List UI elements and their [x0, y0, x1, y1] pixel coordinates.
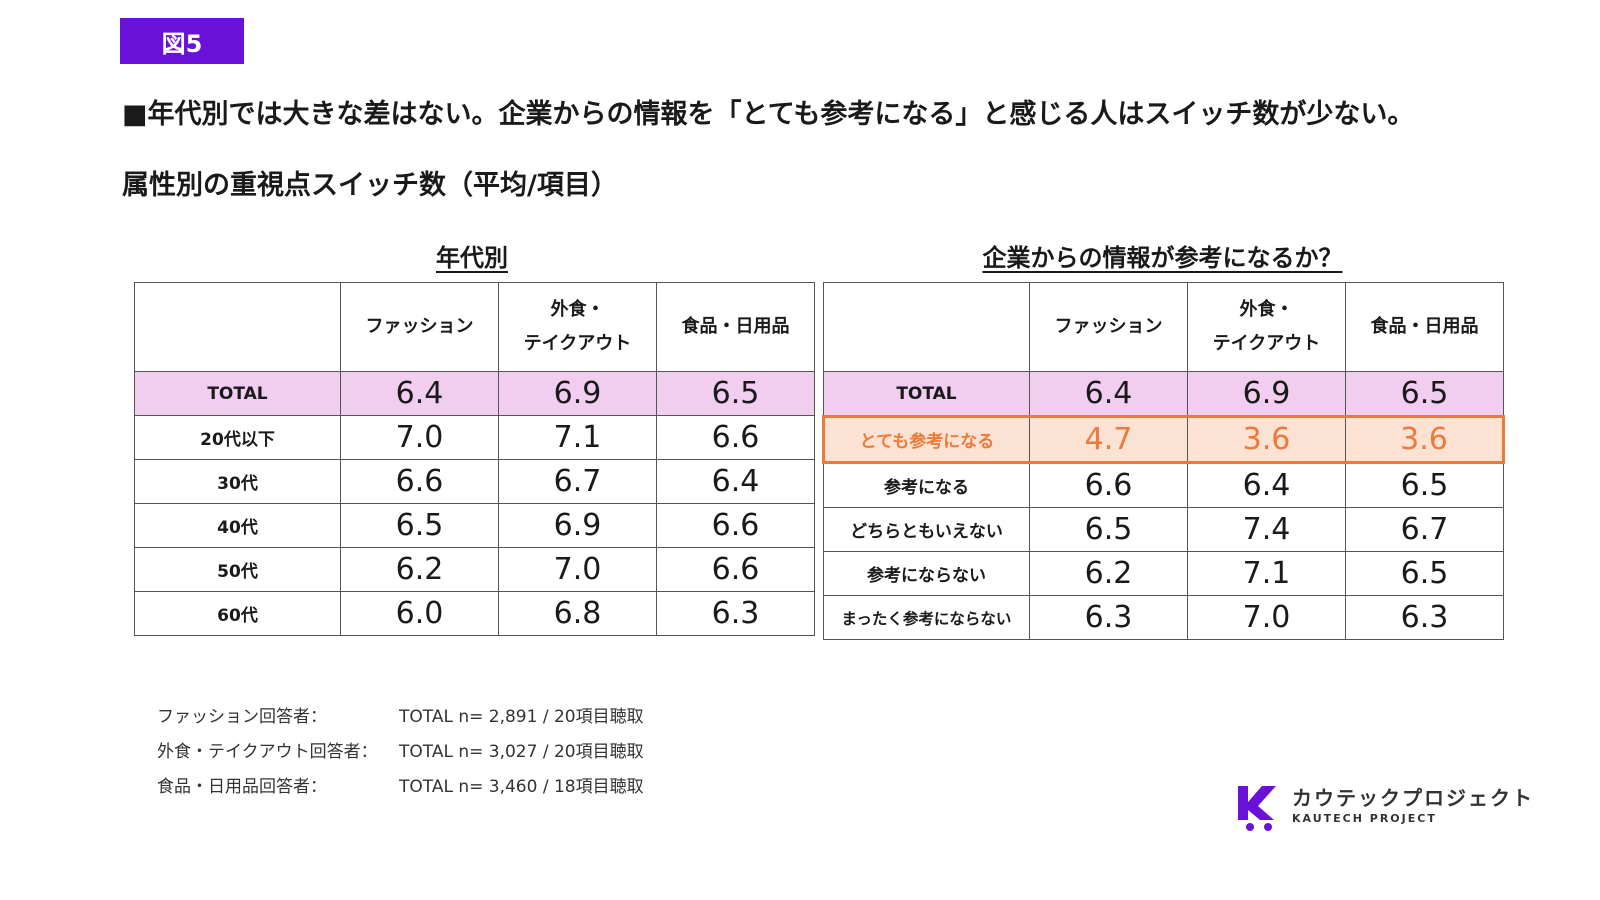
note-label: 食品・日用品回答者：	[157, 777, 327, 797]
column-header-fashion: ファッション	[1029, 282, 1188, 372]
subtitle: 属性別の重視点スイッチ数（平均/項目）	[122, 170, 618, 201]
cell-value: 6.6	[656, 415, 815, 460]
note-value: TOTAL n= 3,460 / 18項目聴取	[399, 777, 644, 797]
cell-value: 6.4	[656, 459, 815, 504]
row-label: とても参考になる	[822, 415, 1030, 464]
table-row-total: TOTAL 6.4 6.9 6.5	[823, 371, 1504, 417]
cell-value: 6.5	[1029, 507, 1188, 552]
column-header-dining: 外食・ テイクアウト	[1187, 282, 1346, 372]
table-row: 30代 6.6 6.7 6.4	[134, 459, 815, 504]
note-value: TOTAL n= 3,027 / 20項目聴取	[399, 742, 644, 762]
cell-value: 6.2	[1029, 551, 1188, 596]
info-reference-table: ファッション 外食・ テイクアウト 食品・日用品 TOTAL 6.4 6.9 6…	[822, 282, 1505, 640]
cell-value: 7.0	[340, 415, 499, 460]
cell-value: 6.3	[1345, 595, 1504, 640]
note-row: ファッション回答者： TOTAL n= 2,891 / 20項目聴取	[157, 700, 644, 735]
note-row: 食品・日用品回答者： TOTAL n= 3,460 / 18項目聴取	[157, 770, 644, 805]
cell-value: 6.7	[1345, 507, 1504, 552]
cell-value: 6.8	[498, 591, 657, 636]
table-row: どちらともいえない 6.5 7.4 6.7	[823, 507, 1504, 552]
note-value: TOTAL n= 2,891 / 20項目聴取	[399, 707, 644, 727]
age-table: ファッション 外食・ テイクアウト 食品・日用品 TOTAL 6.4 6.9 6…	[134, 282, 815, 636]
row-label: まったく参考にならない	[823, 595, 1030, 640]
cell-value: 6.6	[1029, 462, 1188, 508]
table-row: 参考にならない 6.2 7.1 6.5	[823, 551, 1504, 596]
column-header-food: 食品・日用品	[1345, 282, 1504, 372]
cell-value: 6.5	[1345, 551, 1504, 596]
cell-value: 6.7	[498, 459, 657, 504]
cell-value: 6.5	[1345, 371, 1504, 417]
table-header-row: ファッション 外食・ テイクアウト 食品・日用品	[134, 282, 815, 372]
note-row: 外食・テイクアウト回答者： TOTAL n= 3,027 / 20項目聴取	[157, 735, 644, 770]
table-row: 参考になる 6.6 6.4 6.5	[823, 462, 1504, 508]
row-label: 20代以下	[134, 415, 341, 460]
cell-value: 6.9	[1187, 371, 1346, 417]
logo-subtitle: KAUTECH PROJECT	[1292, 812, 1437, 825]
row-label: TOTAL	[134, 371, 341, 416]
sample-notes: ファッション回答者： TOTAL n= 2,891 / 20項目聴取 外食・テイ…	[157, 700, 644, 805]
figure-badge: 図5	[120, 18, 244, 64]
cell-value: 6.6	[340, 459, 499, 504]
cell-value: 6.5	[656, 371, 815, 416]
table-row-total: TOTAL 6.4 6.9 6.5	[134, 371, 815, 416]
table-row-highlighted: とても参考になる 4.7 3.6 3.6	[822, 415, 1505, 464]
logo-name: カウテックプロジェクト	[1292, 786, 1534, 810]
cell-value: 4.7	[1029, 415, 1188, 464]
cart-k-icon	[1238, 786, 1276, 831]
cell-value: 6.5	[1345, 462, 1504, 508]
cell-value: 6.2	[340, 547, 499, 592]
headline: ■年代別では大きな差はない。企業からの情報を「とても参考になる」と感じる人はスイ…	[122, 99, 1415, 130]
column-header-dining: 外食・ テイクアウト	[498, 282, 657, 372]
cell-value: 6.3	[656, 591, 815, 636]
table-row: 50代 6.2 7.0 6.6	[134, 547, 815, 592]
column-header-food: 食品・日用品	[656, 282, 815, 372]
table-row: 60代 6.0 6.8 6.3	[134, 591, 815, 636]
note-label: ファッション回答者：	[157, 707, 327, 727]
cell-value: 6.4	[1187, 462, 1346, 508]
cell-value: 6.0	[340, 591, 499, 636]
cell-value: 7.4	[1187, 507, 1346, 552]
row-label: どちらともいえない	[823, 507, 1030, 552]
right-table-title: 企業からの情報が参考になるか？	[982, 244, 1343, 272]
cell-value: 6.9	[498, 503, 657, 548]
table-row: 20代以下 7.0 7.1 6.6	[134, 415, 815, 460]
note-label: 外食・テイクアウト回答者：	[157, 742, 378, 762]
kautech-logo: カウテックプロジェクト KAUTECH PROJECT	[1236, 780, 1536, 840]
row-label: 60代	[134, 591, 341, 636]
row-label: 30代	[134, 459, 341, 504]
row-label: 40代	[134, 503, 341, 548]
cell-value: 6.6	[656, 547, 815, 592]
table-row: 40代 6.5 6.9 6.6	[134, 503, 815, 548]
column-header-fashion: ファッション	[340, 282, 499, 372]
row-label: 参考になる	[823, 462, 1030, 508]
cell-value: 3.6	[1345, 415, 1505, 464]
row-label: TOTAL	[823, 371, 1030, 417]
cell-value: 7.0	[1187, 595, 1346, 640]
cell-value: 6.5	[340, 503, 499, 548]
cell-value: 6.3	[1029, 595, 1188, 640]
cell-value: 6.6	[656, 503, 815, 548]
header-corner	[823, 282, 1030, 372]
cell-value: 7.1	[498, 415, 657, 460]
cell-value: 3.6	[1187, 415, 1346, 464]
cell-value: 6.9	[498, 371, 657, 416]
row-label: 参考にならない	[823, 551, 1030, 596]
cell-value: 6.4	[340, 371, 499, 416]
cell-value: 7.0	[498, 547, 657, 592]
row-label: 50代	[134, 547, 341, 592]
cell-value: 6.4	[1029, 371, 1188, 417]
table-header-row: ファッション 外食・ テイクアウト 食品・日用品	[823, 282, 1504, 372]
table-row: まったく参考にならない 6.3 7.0 6.3	[823, 595, 1504, 640]
header-corner	[134, 282, 341, 372]
cell-value: 7.1	[1187, 551, 1346, 596]
left-table-title: 年代別	[436, 244, 508, 272]
